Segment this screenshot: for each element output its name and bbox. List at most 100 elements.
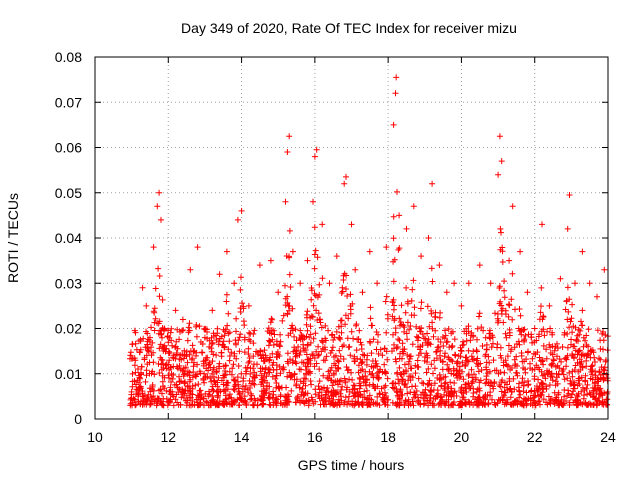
- data-point: [566, 369, 573, 376]
- data-point: [404, 319, 411, 326]
- data-point: [478, 367, 485, 373]
- data-point: [159, 334, 165, 341]
- data-point-peak: [234, 216, 241, 223]
- data-point: [442, 332, 449, 339]
- data-point: [186, 327, 193, 334]
- data-point: [213, 369, 220, 376]
- data-point: [235, 385, 242, 392]
- data-point: [475, 394, 482, 401]
- data-point: [447, 379, 454, 386]
- data-point: [499, 377, 506, 384]
- data-point: [563, 298, 570, 305]
- data-point: [520, 382, 527, 389]
- data-point: [379, 352, 386, 359]
- data-point: [437, 357, 444, 363]
- data-point: [355, 393, 361, 400]
- data-point-peak: [594, 293, 600, 300]
- data-point-peak: [586, 280, 593, 287]
- data-point: [428, 310, 435, 317]
- data-point: [307, 378, 314, 384]
- data-point: [154, 400, 161, 407]
- data-point: [222, 392, 229, 399]
- data-point: [330, 400, 337, 407]
- data-point: [147, 388, 154, 395]
- data-point: [137, 375, 144, 382]
- data-point: [189, 391, 196, 398]
- data-point: [487, 392, 493, 399]
- data-point: [491, 399, 498, 406]
- data-point: [272, 399, 279, 406]
- data-point: [333, 389, 340, 396]
- data-point: [309, 351, 316, 358]
- data-point: [396, 337, 403, 344]
- data-point-peak: [256, 262, 263, 269]
- data-point: [411, 304, 418, 311]
- y-tick-label: 0.07: [55, 94, 82, 110]
- data-point-peak: [451, 280, 458, 287]
- data-point: [292, 326, 299, 333]
- data-point: [376, 368, 383, 375]
- data-point-peak: [517, 248, 524, 255]
- data-point: [316, 316, 323, 323]
- data-point: [199, 349, 206, 356]
- data-point: [277, 400, 284, 407]
- data-point: [316, 395, 323, 402]
- data-point: [509, 270, 516, 277]
- data-point: [456, 363, 463, 370]
- data-point: [206, 359, 213, 366]
- data-point-peak: [158, 216, 164, 223]
- data-point: [209, 386, 216, 393]
- data-point: [521, 358, 528, 365]
- data-point: [428, 265, 435, 272]
- data-point: [552, 363, 559, 370]
- x-tick-label: 16: [307, 429, 323, 445]
- data-point: [299, 333, 306, 340]
- data-point-peak: [506, 257, 513, 264]
- data-point: [540, 361, 547, 368]
- data-point: [421, 357, 428, 364]
- data-point: [135, 366, 141, 372]
- data-point: [392, 380, 399, 387]
- data-point: [312, 391, 319, 398]
- data-point: [310, 302, 317, 309]
- data-point-peak: [566, 192, 573, 198]
- data-point: [389, 384, 396, 391]
- data-point: [262, 364, 269, 371]
- data-point-peak: [139, 284, 146, 291]
- data-point: [282, 401, 289, 408]
- data-point: [353, 347, 360, 354]
- data-point: [263, 382, 270, 389]
- data-point: [226, 338, 233, 345]
- data-point-peak: [311, 153, 318, 160]
- data-point: [337, 390, 344, 397]
- data-point: [140, 398, 147, 405]
- data-point: [445, 366, 452, 373]
- data-point: [541, 371, 548, 378]
- data-point: [226, 329, 233, 336]
- data-point: [563, 363, 570, 370]
- data-point: [312, 330, 319, 337]
- data-point: [483, 373, 490, 380]
- data-point: [311, 224, 318, 231]
- data-point: [213, 388, 220, 395]
- data-point: [156, 345, 163, 352]
- data-point: [347, 400, 353, 407]
- data-point: [223, 298, 230, 305]
- data-point: [276, 353, 283, 359]
- data-point: [129, 370, 136, 377]
- data-point: [413, 388, 420, 394]
- x-tick-label: 14: [234, 429, 250, 445]
- data-point: [127, 400, 134, 407]
- data-point: [399, 340, 406, 347]
- data-point: [509, 316, 516, 323]
- data-point: [600, 346, 606, 353]
- data-point: [490, 340, 496, 347]
- data-point: [223, 291, 230, 298]
- data-point: [498, 388, 505, 395]
- data-point: [498, 302, 505, 309]
- data-point: [496, 285, 503, 291]
- data-point: [556, 356, 563, 362]
- data-point: [513, 353, 520, 360]
- data-point: [462, 384, 469, 391]
- data-point: [516, 380, 522, 387]
